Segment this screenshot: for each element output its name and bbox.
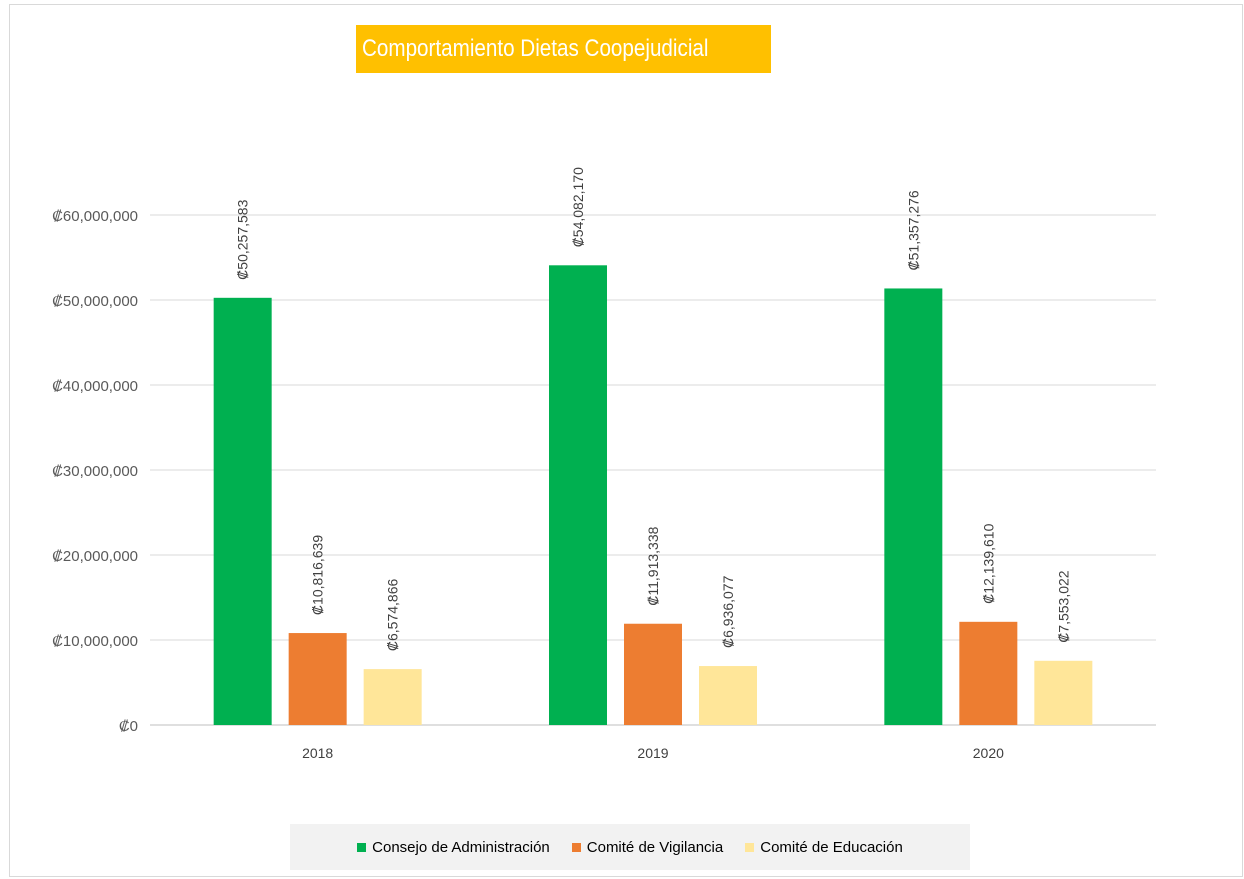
bar-2020-1 [884, 288, 943, 725]
data-label-2020-3: ₡7,553,022 [1055, 570, 1071, 643]
y-tick-label-5: ₡50,000,000 [52, 293, 138, 310]
y-tick-label-6: ₡60,000,000 [52, 208, 138, 225]
data-label-2018-3: ₡6,574,866 [385, 579, 401, 652]
data-label-2019-1: ₡54,082,170 [570, 167, 586, 247]
bar-2020-3 [1034, 660, 1093, 725]
legend-swatch-educacion [745, 842, 755, 852]
bar-2019-3 [699, 666, 757, 725]
legend-swatch-vigilancia [571, 842, 581, 852]
chart-title: Comportamiento Dietas Coopejudicial [362, 35, 709, 62]
y-tick-label-2: ₡20,000,000 [52, 548, 138, 565]
bar-2018-2 [288, 633, 347, 725]
legend-item-consejo: Consejo de Administración [357, 839, 550, 856]
chart-title-box: Comportamiento Dietas Coopejudicial [356, 25, 771, 73]
chart-legend: Consejo de Administración Comité de Vigi… [290, 824, 970, 870]
data-label-2018-2: ₡10,816,639 [310, 535, 326, 615]
bar-2018-3 [363, 669, 422, 725]
bar-2018-1 [213, 297, 272, 725]
bar-2020-2 [959, 621, 1018, 725]
data-label-2020-1: ₡51,357,276 [905, 190, 921, 270]
data-label-2018-1: ₡50,257,583 [235, 199, 251, 279]
legend-item-vigilancia: Comité de Vigilancia [571, 838, 724, 856]
y-tick-label-0: ₡0 [119, 718, 138, 735]
data-label-2020-2: ₡12,139,610 [980, 523, 996, 603]
x-tick-label-2020: 2020 [973, 745, 1004, 761]
x-tick-label-2018: 2018 [302, 745, 333, 761]
x-tick-label-2019: 2019 [637, 745, 668, 761]
data-label-2019-2: ₡11,913,338 [645, 526, 661, 605]
legend-item-educacion: Comité de Educación [745, 839, 903, 856]
legend-label-consejo: Consejo de Administración [372, 838, 550, 856]
y-tick-label-1: ₡10,000,000 [52, 633, 138, 650]
legend-swatch-consejo [357, 842, 367, 852]
legend-label-vigilancia: Comité de Vigilancia [586, 838, 724, 856]
legend-label-educacion: Comité de Educación [760, 838, 903, 856]
y-tick-label-3: ₡30,000,000 [52, 463, 138, 480]
bar-2019-2 [624, 623, 682, 725]
y-tick-label-4: ₡40,000,000 [52, 378, 138, 395]
data-label-2019-3: ₡6,936,077 [720, 575, 736, 648]
bar-2019-1 [549, 265, 607, 725]
